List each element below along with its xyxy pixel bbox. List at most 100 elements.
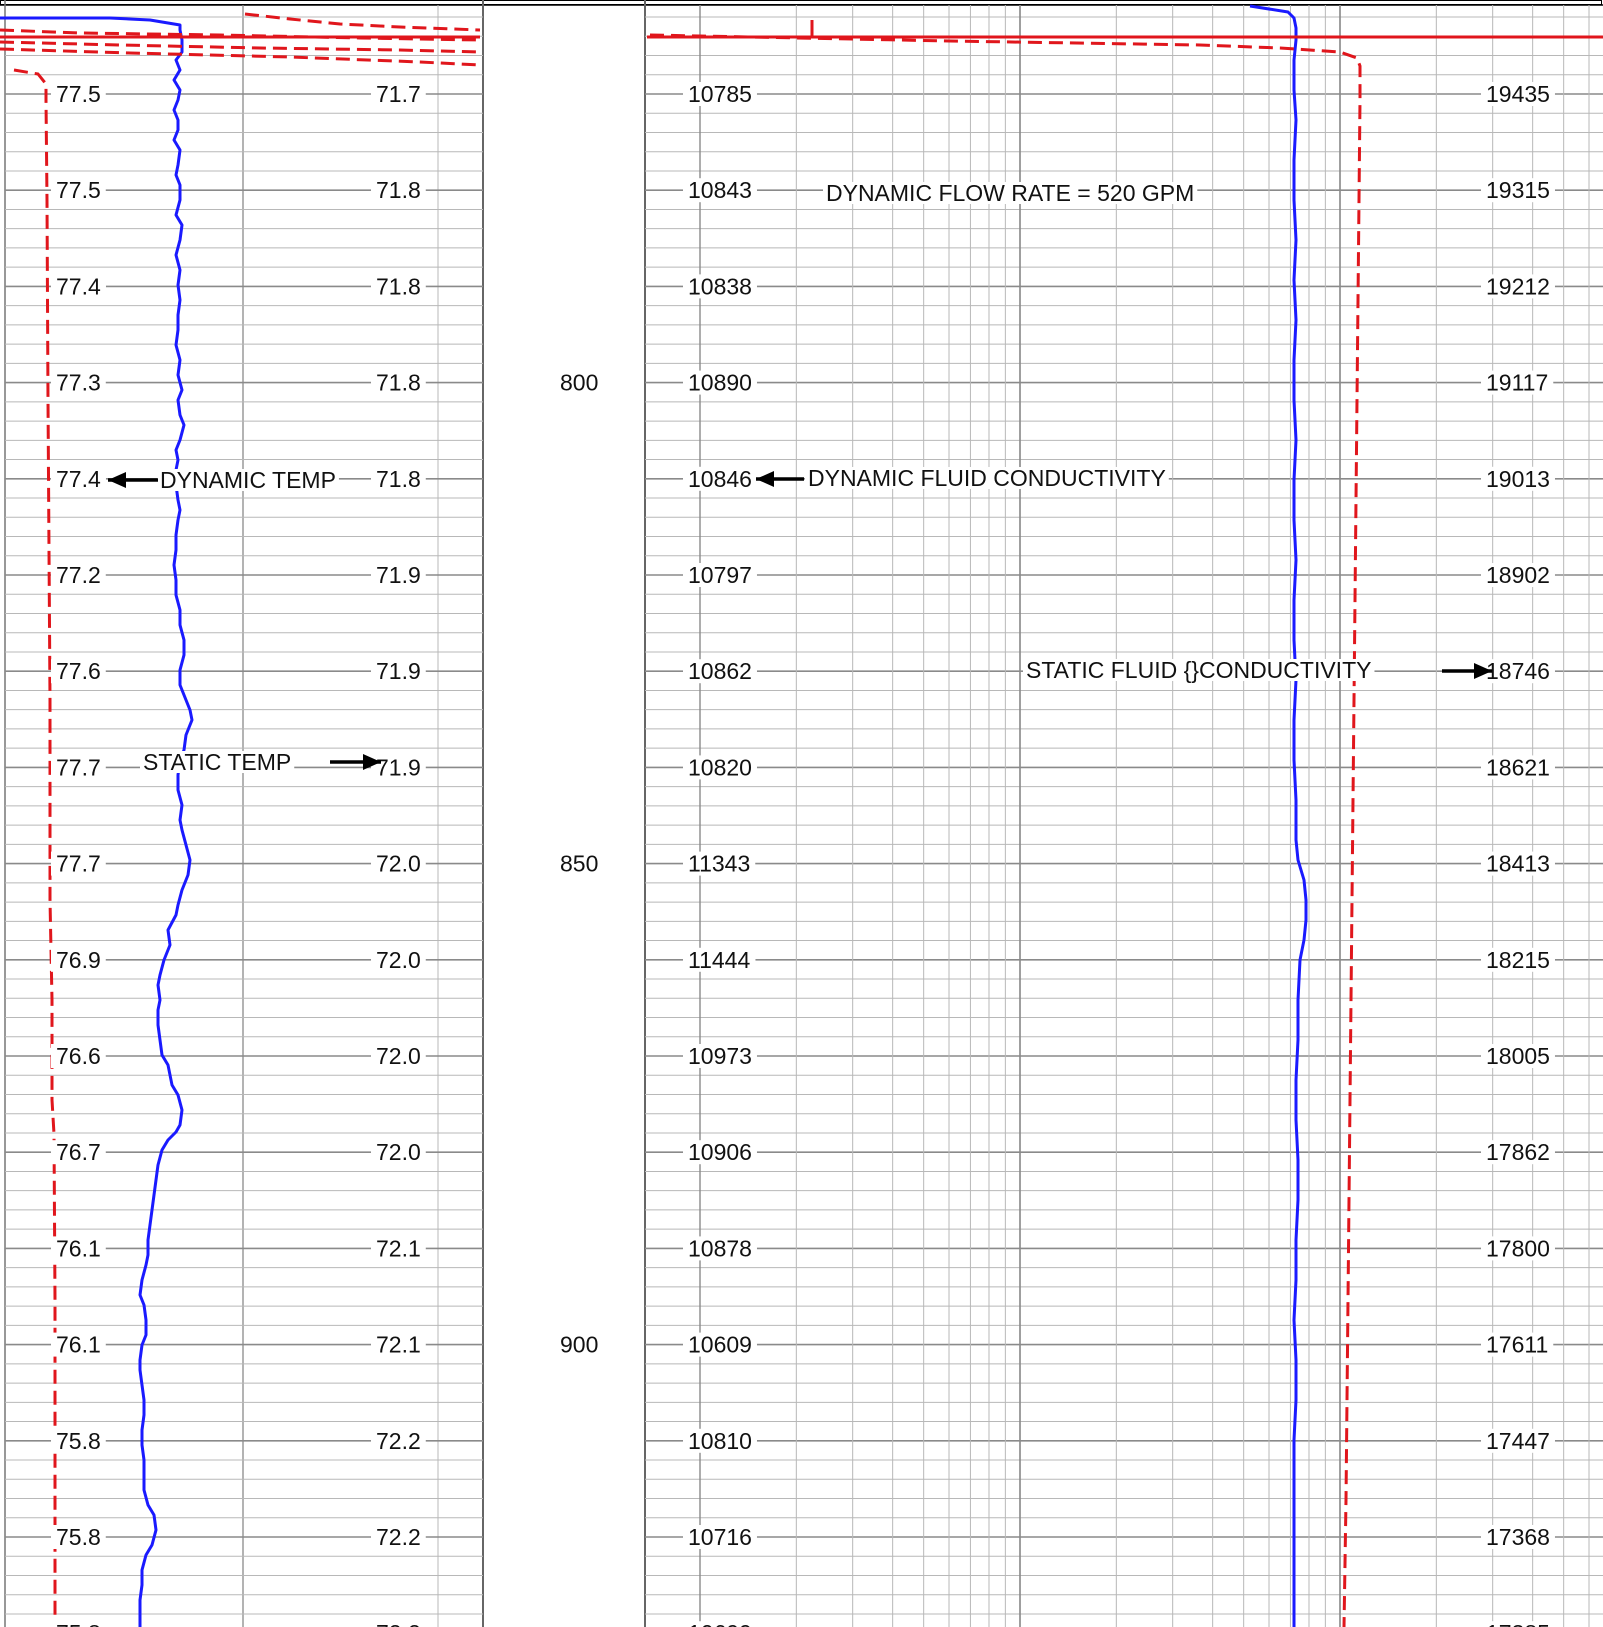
cond-right-value-bg — [1481, 1140, 1555, 1165]
temp-left-value-bg — [51, 1428, 106, 1453]
cond-right-value-bg — [1481, 466, 1555, 491]
temp-left-value: 76.1 — [56, 1332, 101, 1358]
cond-right-value-bg — [1481, 1044, 1555, 1068]
temp-left-value: 77.4 — [56, 466, 101, 492]
temp-left-value: 76.1 — [56, 1235, 101, 1261]
temp-right-value-bg — [371, 947, 426, 972]
dynamic-conductivity-arrow-head — [756, 471, 774, 487]
cond-right-value-bg — [1481, 1332, 1554, 1357]
temp-left-value: 76.7 — [56, 1139, 101, 1165]
cond-left-value-bg — [683, 1525, 757, 1549]
temp-right-value-bg — [371, 82, 426, 106]
cond-left-value: 10785 — [688, 81, 752, 107]
temp-left-value-bg — [51, 466, 106, 491]
temp-left-value: 76.9 — [56, 947, 101, 973]
temp-right-value-bg — [371, 178, 426, 203]
cond-right-value: 18902 — [1486, 562, 1550, 588]
temp-right-value: 71.8 — [376, 177, 421, 203]
cond-right-value: 17385 — [1486, 1620, 1550, 1627]
cond-left-value-bg — [683, 178, 757, 203]
temp-right-value-bg — [371, 755, 426, 780]
temp-left-value: 77.5 — [56, 81, 101, 107]
cond-right-value: 19117 — [1486, 370, 1548, 396]
temp-right-value: 71.9 — [376, 754, 421, 780]
temp-left-value: 76.6 — [56, 1043, 101, 1069]
temp-left-value-bg — [51, 563, 106, 587]
cond-left-value: 10810 — [688, 1428, 752, 1454]
temp-left-value: 77.7 — [56, 851, 101, 877]
cond-right-value: 17800 — [1486, 1235, 1550, 1261]
temp-left-value: 75.8 — [56, 1524, 101, 1550]
temp-right-value: 72.0 — [376, 1139, 421, 1165]
cond-right-value: 19212 — [1486, 273, 1550, 299]
cond-left-value-bg — [683, 466, 757, 491]
temp-left-value: 75.8 — [56, 1428, 101, 1454]
cond-left-value: 10862 — [688, 658, 752, 684]
cond-left-value: 10797 — [688, 562, 752, 588]
temp-right-value: 71.9 — [376, 658, 421, 684]
temp-right-value: 72.1 — [376, 1332, 421, 1358]
flow-rate-annotation: DYNAMIC FLOW RATE = 520 GPM — [826, 180, 1194, 206]
cond-right-value-bg — [1481, 1428, 1555, 1453]
temp-right-value-bg — [371, 1140, 426, 1165]
cond-right-value-bg — [1481, 370, 1554, 395]
temp-curve-2 — [244, 12, 481, 32]
temp-right-value: 72.2 — [376, 1428, 421, 1454]
temp-right-value: 71.8 — [376, 370, 421, 396]
temp-left-value-bg — [51, 1236, 106, 1261]
temp-right-value: 72.1 — [376, 1235, 421, 1261]
cond-curve-0 — [1249, 4, 1308, 1627]
cond-right-value: 17447 — [1486, 1428, 1550, 1454]
temp-right-value-bg — [371, 851, 426, 876]
cond-left-value-bg — [683, 1621, 757, 1627]
temp-left-value-bg — [51, 1332, 106, 1357]
temp-left-value: 77.5 — [56, 177, 101, 203]
cond-left-value: 10843 — [688, 177, 752, 203]
temp-right-value-bg — [371, 274, 426, 299]
cond-left-value-bg — [683, 1140, 757, 1165]
temp-right-value-bg — [371, 1428, 426, 1453]
cond-left-value-bg — [683, 563, 757, 587]
cond-left-value: 10973 — [688, 1043, 752, 1069]
cond-curve-1 — [649, 33, 1362, 1627]
cond-right-value: 17368 — [1486, 1524, 1550, 1550]
cond-right-value: 17611 — [1486, 1332, 1548, 1358]
cond-right-value-bg — [1481, 755, 1555, 780]
temp-right-value-bg — [371, 1236, 426, 1261]
temp-left-value: 75.8 — [56, 1620, 101, 1627]
cond-left-value: 10846 — [688, 466, 752, 492]
temp-right-value: 71.8 — [376, 273, 421, 299]
temp-left-value: 77.6 — [56, 658, 101, 684]
dynamic-temp-arrow-head — [108, 472, 126, 488]
temp-left-value: 77.4 — [56, 273, 101, 299]
cond-right-value-bg — [1481, 947, 1555, 972]
cond-right-value: 19435 — [1486, 81, 1550, 107]
annotations: DYNAMIC TEMP STATIC TEMP DYNAMIC FLOW RA… — [140, 180, 1375, 775]
cond-right-value: 19013 — [1486, 466, 1550, 492]
annotation-arrows — [108, 471, 1492, 770]
cond-left-value: 10699 — [688, 1620, 752, 1627]
temp-left-value-bg — [51, 82, 106, 106]
cond-right-value: 17862 — [1486, 1139, 1550, 1165]
temp-right-value-bg — [371, 370, 426, 395]
static-conductivity-arrow-head — [1474, 663, 1492, 679]
temp-right-value-bg — [371, 563, 426, 587]
temp-right-value-bg — [371, 659, 426, 684]
temp-left-value-bg — [51, 370, 106, 395]
temp-right-value: 72.2 — [376, 1524, 421, 1550]
temp-curve-5 — [0, 47, 481, 67]
curves — [0, 4, 1603, 1627]
cond-right-value-bg — [1481, 563, 1555, 587]
cond-right-value: 18621 — [1486, 754, 1550, 780]
cond-right-value: 18746 — [1486, 658, 1550, 684]
temp-curve-0 — [0, 16, 194, 1627]
cond-left-value: 11444 — [688, 947, 750, 973]
temp-right-value-bg — [371, 1621, 426, 1627]
temp-curve-4 — [0, 40, 481, 54]
depth-tick-label: 800 — [560, 370, 598, 396]
cond-right-value-bg — [1481, 1525, 1555, 1549]
temp-left-value-bg — [51, 947, 106, 972]
cond-left-value-bg — [683, 851, 756, 876]
